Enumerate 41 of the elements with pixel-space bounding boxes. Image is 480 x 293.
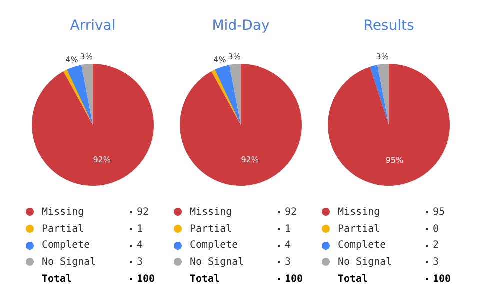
legend-label: Missing (42, 206, 86, 218)
text: Total (42, 274, 74, 285)
text: 95% (386, 156, 404, 166)
text: Total (190, 274, 222, 285)
data-label: 4 (137, 240, 144, 252)
data-label: 92 (137, 206, 150, 218)
text: 4% (66, 55, 78, 64)
legend-label: No Signal (42, 256, 98, 268)
text: 100 (433, 274, 452, 285)
text: 92% (93, 156, 111, 165)
legend-label: No Signal (190, 256, 246, 268)
legend-label: Missing (338, 206, 382, 218)
chart-title: Mid-Day (211, 18, 271, 34)
data-label: 92 (285, 206, 298, 218)
text: 3% (80, 52, 93, 62)
legend-label: Partial (338, 224, 382, 235)
data-label: 2 (433, 240, 440, 252)
text: 0 (433, 224, 440, 235)
text: 92% (241, 156, 259, 165)
data-label: 3 (433, 256, 440, 268)
data-label: 3 (285, 256, 292, 268)
legend-label: Complete (338, 240, 388, 252)
legend-label: Partial (190, 224, 234, 235)
legend-label: Complete (190, 240, 240, 252)
data-label: 4 (285, 240, 292, 252)
chart-title: Arrival (69, 18, 117, 34)
legend-label: No Signal (338, 256, 394, 268)
legend-label: Partial (42, 224, 86, 235)
text: 4% (214, 55, 226, 64)
data-label: 1 (285, 224, 292, 235)
text: 100 (285, 274, 304, 285)
legend-label: Complete (42, 240, 92, 252)
text: 3% (376, 52, 389, 62)
text: 3% (228, 52, 241, 62)
data-label: 95 (433, 206, 446, 218)
text: Total (338, 274, 370, 285)
chart-title: Results (362, 18, 416, 34)
text: 100 (137, 274, 156, 285)
data-label: 3 (137, 256, 144, 268)
legend-label: Missing (190, 206, 234, 218)
data-label: 1 (137, 224, 144, 235)
